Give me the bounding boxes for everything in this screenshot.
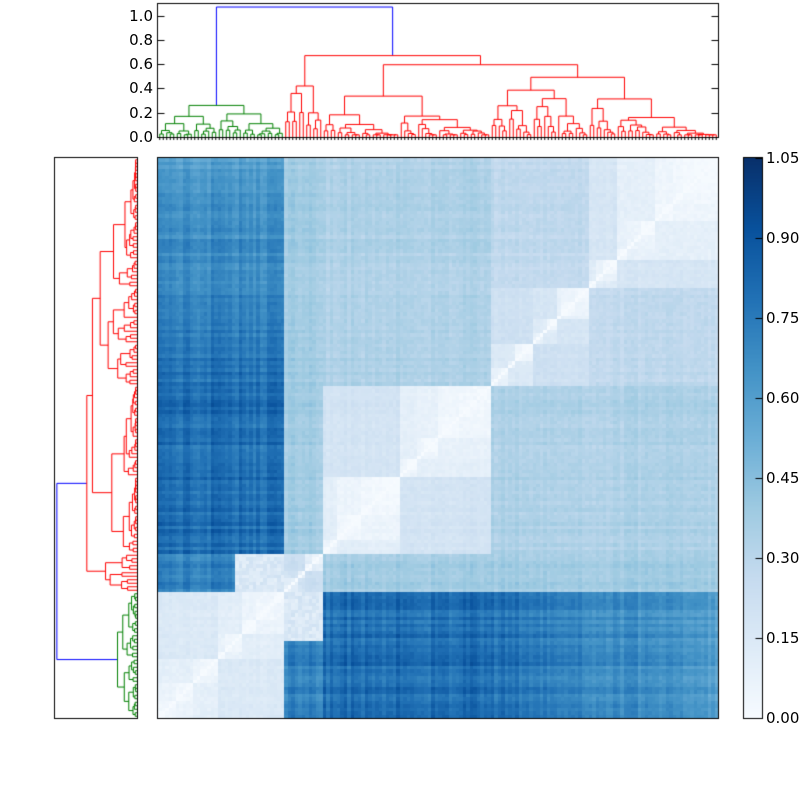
colorbar-tick-label: 0.30 xyxy=(766,549,800,567)
colorbar-tick-label: 0.60 xyxy=(766,389,800,407)
top-dendrogram-tick-label: 0.4 xyxy=(129,79,153,98)
colorbar-tick-label: 1.05 xyxy=(766,149,800,167)
top-dendrogram-tick-label: 0.0 xyxy=(129,128,153,146)
top-dendrogram-tick-label: 0.6 xyxy=(129,55,153,74)
colorbar-tick-label: 0.90 xyxy=(766,229,800,247)
colorbar-tick-label: 0.15 xyxy=(766,629,800,647)
top-dendrogram-tick-label: 0.8 xyxy=(129,30,153,49)
colorbar-tick-label: 0.00 xyxy=(766,709,800,727)
top-dendrogram-tick-label: 0.2 xyxy=(129,103,153,122)
colorbar-tick-label: 0.75 xyxy=(766,309,800,327)
colorbar-tick-label: 0.45 xyxy=(766,469,800,487)
top-dendrogram-tick-label: 1.0 xyxy=(129,6,153,25)
